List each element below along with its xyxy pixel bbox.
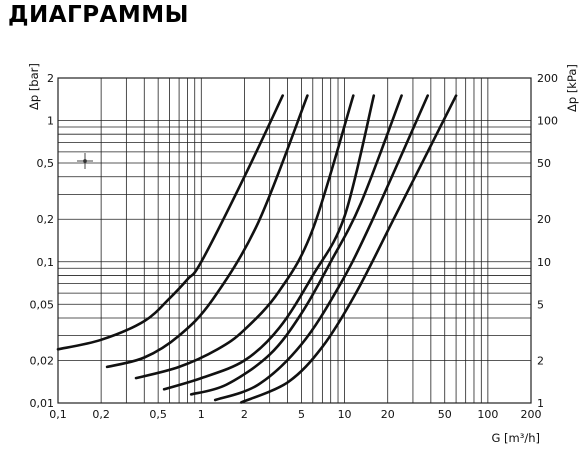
- y-tick-label-left: 0,05: [30, 298, 55, 311]
- curve-line-5: [189, 94, 403, 396]
- x-tick-labels: 0,1 0,2 0,5 1 2 5 10 20 50 100 200: [49, 408, 541, 421]
- y-tick-label-right: 2: [537, 354, 544, 367]
- y-tick-label-right: 200: [537, 72, 558, 85]
- y-tick-label-left: 0,2: [37, 213, 55, 226]
- page-title: ДИАГРАММЫ: [8, 2, 189, 28]
- y-tick-label-left: 0,5: [37, 157, 55, 170]
- x-tick-label: 5: [298, 408, 305, 421]
- y-tick-label-left: 0,01: [30, 397, 55, 410]
- x-tick-label: 2: [241, 408, 248, 421]
- y-tick-label-left: 0,1: [37, 256, 55, 269]
- y-right-tick-labels: 1 2 5 10 20 50 100 200: [537, 72, 558, 410]
- curve-line-4: [162, 94, 376, 391]
- curve-line-7: [239, 94, 458, 404]
- curve-line-2: [105, 94, 309, 369]
- x-tick-label: 0,2: [92, 408, 110, 421]
- y-axis-label-left: Δp [bar]: [27, 63, 41, 110]
- x-tick-label: 50: [438, 408, 452, 421]
- chart-curves: [56, 94, 458, 404]
- y-axis-label-right: Δp [kPa]: [565, 64, 579, 112]
- y-tick-label-left: 0,02: [30, 354, 55, 367]
- curve-line-3: [134, 94, 355, 380]
- chart-grid: [57, 77, 532, 404]
- plot-frame: [57, 77, 532, 404]
- y-tick-label-right: 20: [537, 213, 551, 226]
- x-tick-label: 0,5: [149, 408, 167, 421]
- y-tick-label-right: 10: [537, 256, 551, 269]
- y-tick-label-right: 1: [537, 397, 544, 410]
- x-tick-label: 1: [198, 408, 205, 421]
- y-tick-label-left: 1: [47, 115, 54, 128]
- y-tick-label-right: 50: [537, 157, 551, 170]
- y-left-tick-labels: 0,01 0,02 0,05 0,1 0,2 0,5 1 2: [30, 72, 55, 410]
- y-tick-label-left: 2: [47, 72, 54, 85]
- y-tick-label-right: 5: [537, 298, 544, 311]
- x-tick-label: 10: [338, 408, 352, 421]
- curve-line-6: [213, 94, 429, 402]
- x-tick-label: 100: [477, 408, 498, 421]
- curve-line-1: [56, 94, 284, 351]
- x-tick-label: 0,1: [49, 408, 67, 421]
- x-tick-label: 20: [381, 408, 395, 421]
- crosshair-marker: [77, 153, 93, 169]
- x-tick-label: 200: [521, 408, 542, 421]
- y-tick-label-right: 100: [537, 115, 558, 128]
- x-axis-label: G [m³/h]: [491, 431, 540, 445]
